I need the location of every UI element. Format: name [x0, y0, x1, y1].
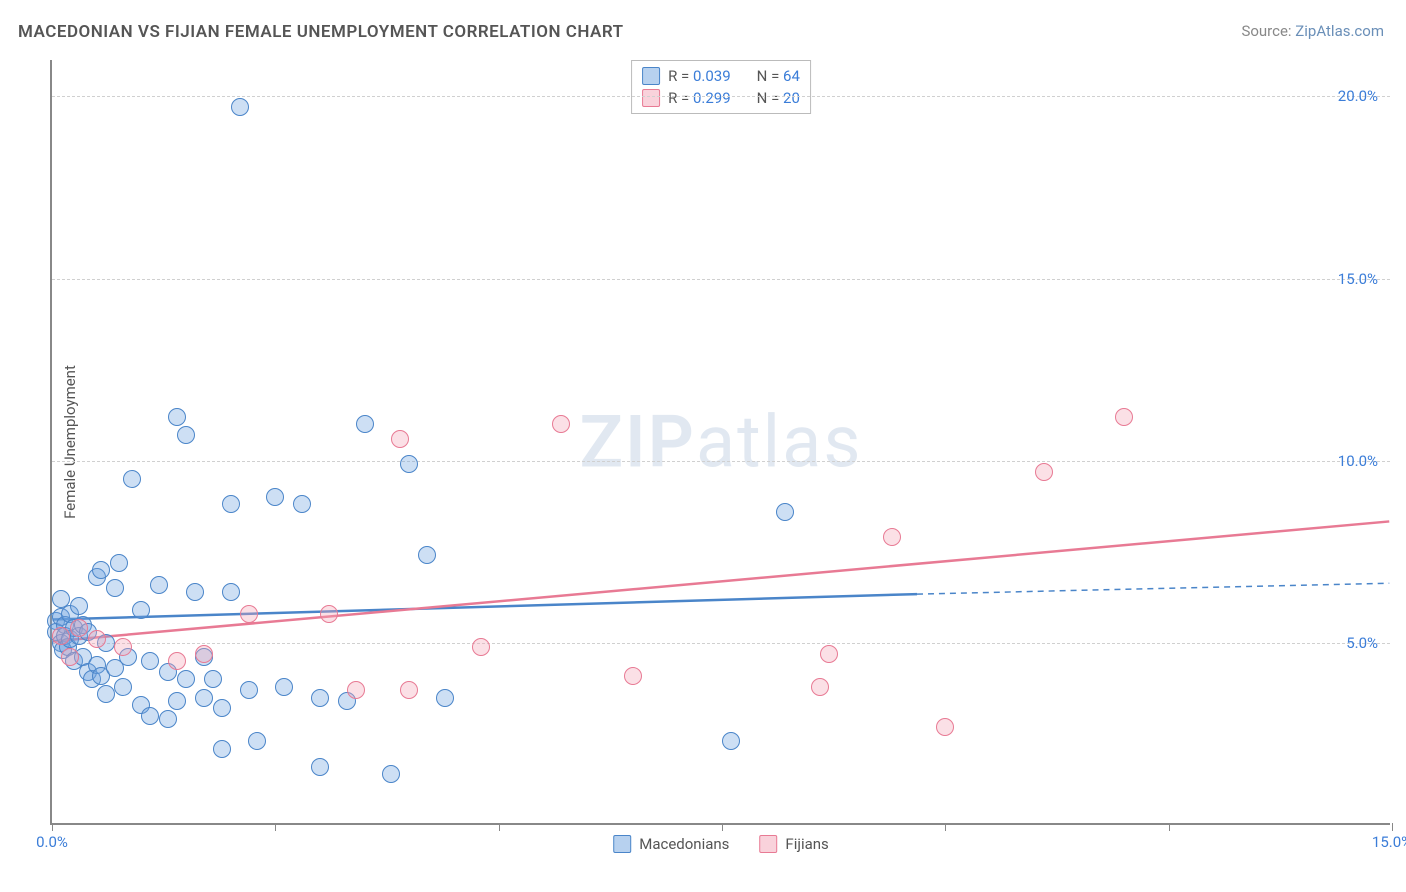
- gridline: [52, 279, 1390, 280]
- ytick-label: 15.0%: [1338, 270, 1378, 288]
- xtick: [722, 823, 723, 831]
- data-point: [436, 689, 454, 707]
- chart-title: MACEDONIAN VS FIJIAN FEMALE UNEMPLOYMENT…: [18, 22, 624, 42]
- data-point: [382, 765, 400, 783]
- legend-label: Macedonians: [639, 835, 729, 853]
- gridline: [52, 643, 1390, 644]
- xtick: [1169, 823, 1170, 831]
- swatch-icon: [642, 67, 660, 85]
- data-point: [356, 415, 374, 433]
- series-legend: Macedonians Fijians: [613, 835, 829, 853]
- data-point: [722, 732, 740, 750]
- data-point: [168, 692, 186, 710]
- data-point: [141, 652, 159, 670]
- data-point: [213, 740, 231, 758]
- data-point: [293, 495, 311, 513]
- ytick-label: 20.0%: [1338, 87, 1378, 105]
- data-point: [776, 503, 794, 521]
- data-point: [213, 699, 231, 717]
- swatch-icon: [759, 835, 777, 853]
- data-point: [552, 415, 570, 433]
- data-point: [391, 430, 409, 448]
- data-point: [92, 561, 110, 579]
- data-point: [275, 678, 293, 696]
- data-point: [347, 681, 365, 699]
- data-point: [159, 710, 177, 728]
- legend-label: Fijians: [785, 835, 828, 853]
- data-point: [70, 597, 88, 615]
- data-point: [70, 619, 88, 637]
- data-point: [266, 488, 284, 506]
- data-point: [624, 667, 642, 685]
- data-point: [204, 670, 222, 688]
- data-point: [168, 652, 186, 670]
- xtick-label: 0.0%: [36, 833, 68, 851]
- stats-legend: R = 0.039 N = 64 R = 0.299 N = 20: [631, 60, 811, 114]
- data-point: [177, 670, 195, 688]
- watermark: ZIPatlas: [579, 399, 862, 484]
- data-point: [936, 718, 954, 736]
- data-point: [883, 528, 901, 546]
- xtick-label: 15.0%: [1372, 833, 1406, 851]
- data-point: [132, 601, 150, 619]
- data-point: [400, 455, 418, 473]
- data-point: [168, 408, 186, 426]
- data-point: [1115, 408, 1133, 426]
- data-point: [195, 645, 213, 663]
- swatch-icon: [613, 835, 631, 853]
- data-point: [195, 689, 213, 707]
- data-point: [114, 678, 132, 696]
- source-label: Source: ZipAtlas.com: [1241, 22, 1384, 40]
- data-point: [820, 645, 838, 663]
- legend-row: R = 0.299 N = 20: [642, 87, 800, 109]
- data-point: [320, 605, 338, 623]
- data-point: [52, 627, 70, 645]
- source-link[interactable]: ZipAtlas.com: [1295, 22, 1384, 40]
- xtick: [499, 823, 500, 831]
- data-point: [88, 630, 106, 648]
- data-point: [400, 681, 418, 699]
- data-point: [811, 678, 829, 696]
- data-point: [222, 495, 240, 513]
- legend-item: Fijians: [759, 835, 828, 853]
- data-point: [248, 732, 266, 750]
- trend-lines: [52, 60, 1390, 823]
- data-point: [311, 689, 329, 707]
- swatch-icon: [642, 89, 660, 107]
- data-point: [240, 681, 258, 699]
- data-point: [231, 98, 249, 116]
- data-point: [61, 648, 79, 666]
- data-point: [222, 583, 240, 601]
- gridline: [52, 96, 1390, 97]
- data-point: [106, 579, 124, 597]
- data-point: [186, 583, 204, 601]
- xtick: [945, 823, 946, 831]
- legend-row: R = 0.039 N = 64: [642, 65, 800, 87]
- gridline: [52, 461, 1390, 462]
- data-point: [311, 758, 329, 776]
- legend-item: Macedonians: [613, 835, 729, 853]
- data-point: [177, 426, 195, 444]
- xtick: [52, 823, 53, 831]
- data-point: [472, 638, 490, 656]
- xtick: [275, 823, 276, 831]
- data-point: [110, 554, 128, 572]
- plot-area: Female Unemployment ZIPatlas R = 0.039 N…: [50, 60, 1390, 825]
- data-point: [123, 470, 141, 488]
- data-point: [141, 707, 159, 725]
- y-axis-label: Female Unemployment: [61, 365, 79, 519]
- data-point: [1035, 463, 1053, 481]
- ytick-label: 10.0%: [1338, 452, 1378, 470]
- data-point: [97, 685, 115, 703]
- data-point: [150, 576, 168, 594]
- data-point: [114, 638, 132, 656]
- ytick-label: 5.0%: [1346, 634, 1378, 652]
- xtick: [1392, 823, 1393, 831]
- chart-container: MACEDONIAN VS FIJIAN FEMALE UNEMPLOYMENT…: [0, 0, 1406, 892]
- data-point: [418, 546, 436, 564]
- data-point: [240, 605, 258, 623]
